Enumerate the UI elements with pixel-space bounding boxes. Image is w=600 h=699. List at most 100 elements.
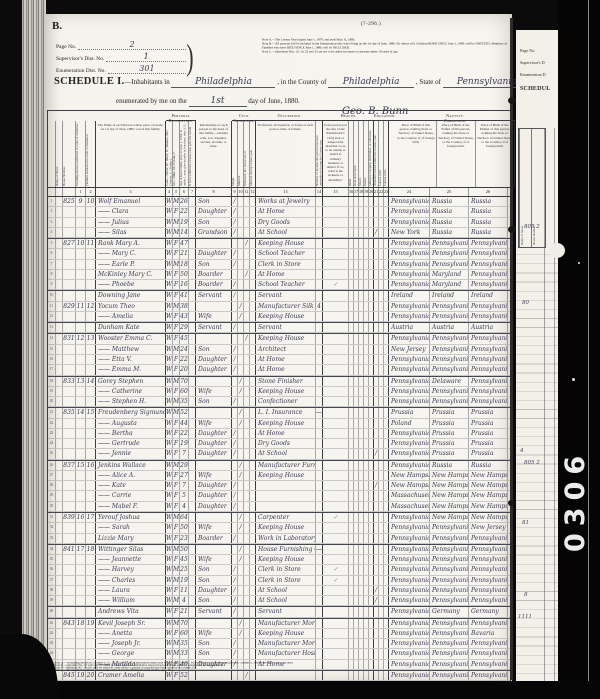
cell-s: F bbox=[173, 481, 180, 491]
cell-cr bbox=[379, 249, 384, 259]
cell-cr bbox=[379, 197, 384, 207]
colhead-text: Single. bbox=[232, 177, 235, 186]
cell-cw bbox=[384, 596, 389, 606]
cell-name: —— Etta V. bbox=[96, 354, 166, 365]
cell-mo bbox=[189, 544, 196, 555]
cell-house bbox=[63, 607, 76, 617]
cell-s: F bbox=[173, 607, 180, 617]
cell-a: 38 bbox=[180, 301, 189, 311]
cell-wd bbox=[244, 460, 250, 470]
cell-my bbox=[250, 249, 256, 259]
np-handwriting-mark: 8 bbox=[524, 592, 528, 598]
cell-occ bbox=[256, 491, 316, 501]
cell-s: F bbox=[173, 249, 180, 259]
cell-bl bbox=[349, 227, 354, 238]
cell-cr bbox=[379, 408, 384, 418]
colhead-dw: Dwelling-houses numbered in order of vis… bbox=[76, 111, 86, 187]
cell-mo bbox=[189, 301, 196, 311]
cell-my bbox=[250, 659, 256, 669]
cell-mo bbox=[189, 523, 196, 533]
cell-df bbox=[354, 449, 359, 459]
table-row: 22 —— Augusta W F 44 Wife / Keeping House Poland… bbox=[48, 418, 510, 429]
column-number: 6 bbox=[180, 188, 189, 196]
colhead-ln bbox=[48, 121, 56, 187]
cell-ln: 22 bbox=[48, 418, 56, 428]
cell-occ: Servant bbox=[256, 291, 316, 301]
cell-a: 60 bbox=[180, 628, 189, 639]
cell-occ: Dry Goods bbox=[256, 439, 316, 449]
cell-dw bbox=[76, 249, 86, 259]
cell-cw bbox=[384, 555, 389, 565]
cell-a: 43 bbox=[180, 311, 189, 322]
cell-mc bbox=[369, 259, 374, 269]
cell-in bbox=[364, 217, 369, 227]
cell-mc bbox=[369, 227, 374, 238]
column-number bbox=[63, 188, 76, 196]
cell-a: 64 bbox=[180, 512, 189, 523]
cell-occ: At Home bbox=[256, 354, 316, 365]
cell-cw bbox=[384, 269, 389, 280]
cell-occ: Keeping House bbox=[256, 239, 316, 249]
colhead-cr: Cannot read. bbox=[379, 121, 384, 187]
cell-sick bbox=[323, 470, 349, 481]
cell-as bbox=[374, 670, 379, 681]
cell-dw bbox=[76, 259, 86, 269]
table-row: 32 —— Sarah W F 50 Wife / Keeping House Pennsylv… bbox=[48, 523, 510, 534]
cell-mc bbox=[369, 354, 374, 365]
cell-as bbox=[374, 397, 379, 407]
cell-rel: Son bbox=[196, 639, 232, 649]
cell-ln: 19 bbox=[48, 386, 56, 397]
group-label-nativity: Nativity. bbox=[395, 111, 515, 121]
np-page-no-label: Page No. bbox=[520, 48, 536, 53]
cell-occ bbox=[256, 481, 316, 491]
cell-mc bbox=[369, 280, 374, 290]
cell-df bbox=[354, 533, 359, 543]
cell-house: 839 bbox=[63, 512, 76, 523]
table-row: 2 —— Clara W F 22 Daughter / At Home Pennsylvani… bbox=[48, 207, 510, 218]
cell-un bbox=[316, 618, 323, 628]
cell-un bbox=[316, 376, 323, 386]
cell-my bbox=[250, 344, 256, 354]
cell-my bbox=[250, 239, 256, 249]
colhead-name: The Name of each Person whose place of a… bbox=[96, 121, 166, 187]
cell-id bbox=[359, 334, 364, 344]
cell-rel: Wife bbox=[196, 418, 232, 428]
cell-fb: Pennsylvania bbox=[432, 311, 469, 322]
cell-dw bbox=[76, 365, 86, 375]
cell-wd bbox=[244, 365, 250, 375]
cell-df bbox=[354, 439, 359, 449]
cell-ln: 8 bbox=[48, 269, 56, 280]
cell-wd bbox=[244, 575, 250, 585]
cell-fam: 14 bbox=[86, 376, 96, 386]
cell-as bbox=[374, 628, 379, 639]
cell-fam bbox=[86, 481, 96, 491]
cell-a: 29 bbox=[180, 323, 189, 333]
colhead-text: Deaf and Dumb. bbox=[354, 164, 357, 186]
cell-name: —— Amelia bbox=[96, 311, 166, 322]
cell-in bbox=[364, 428, 369, 439]
cell-mo bbox=[189, 575, 196, 585]
cell-sg bbox=[232, 460, 238, 470]
cell-rel: Son bbox=[196, 565, 232, 575]
cell-cw bbox=[384, 491, 389, 501]
cell-cr bbox=[379, 269, 384, 280]
cell-dw: 17 bbox=[76, 544, 86, 555]
cell-fam: 10 bbox=[86, 197, 96, 207]
cell-cw bbox=[384, 428, 389, 439]
cell-id bbox=[359, 544, 364, 555]
cell-mr bbox=[238, 344, 244, 354]
cell-sg bbox=[232, 334, 238, 344]
cell-bp: New Hampshire bbox=[391, 470, 430, 481]
cell-mc bbox=[369, 249, 374, 259]
cell-bp: Pennsylvania bbox=[391, 449, 430, 459]
cell-mc bbox=[369, 618, 374, 628]
cell-bl bbox=[349, 386, 354, 397]
column-number: 23 bbox=[384, 188, 389, 196]
cell-c: W bbox=[166, 249, 173, 259]
cell-sg: / bbox=[232, 565, 238, 575]
cell-un bbox=[316, 354, 323, 365]
cell-mb: Russia bbox=[469, 207, 508, 217]
cell-as bbox=[374, 659, 379, 669]
cell-c: W bbox=[166, 207, 173, 217]
